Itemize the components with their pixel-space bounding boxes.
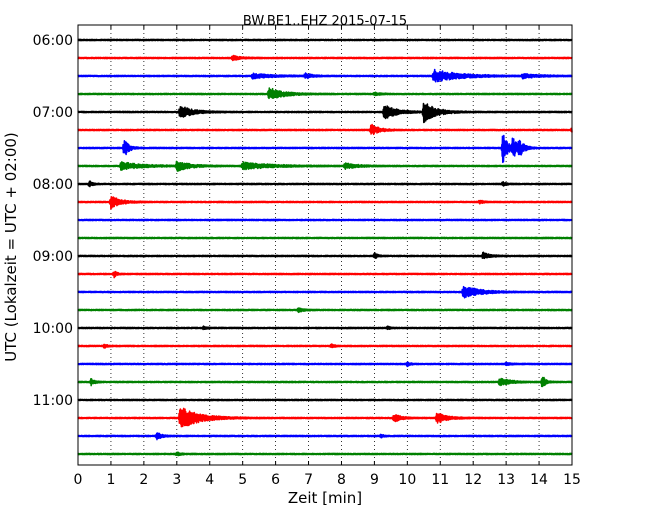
plot-frame	[77, 24, 573, 466]
y-tick-group: 06:00 07:00 08:00 09:00 10:00 11:00	[33, 33, 82, 409]
x-tick-label: 9	[370, 472, 379, 488]
trace-1000	[77, 325, 573, 331]
trace-0630	[77, 68, 573, 83]
trace-0845	[77, 236, 573, 240]
trace-0945	[77, 307, 573, 314]
x-tick-group: 0 1 2 3 4 5 6 7 8 9 10 11 12 13 14 15	[74, 25, 581, 488]
trace-1130	[77, 432, 573, 441]
trace-0930	[77, 285, 573, 299]
x-tick-label: 3	[172, 472, 181, 488]
trace-0600	[77, 38, 573, 42]
trace-0715	[77, 123, 573, 136]
trace-0830	[77, 218, 573, 222]
y-tick-label: 09:00	[33, 249, 73, 265]
x-tick-label: 14	[530, 472, 548, 488]
trace-1030	[77, 361, 573, 368]
grid-lines	[110, 25, 540, 465]
x-tick-label: 15	[563, 472, 581, 488]
y-tick-label: 08:00	[33, 177, 73, 193]
trace-0815	[77, 196, 573, 210]
x-tick-label: 6	[271, 472, 280, 488]
trace-group	[77, 38, 573, 457]
trace-0915	[77, 270, 573, 279]
y-tick-label: 07:00	[33, 105, 73, 121]
y-tick-label: 06:00	[33, 33, 73, 49]
trace-1115	[77, 407, 573, 428]
trace-1045	[77, 376, 573, 388]
x-axis-label: Zeit [min]	[288, 489, 362, 507]
x-tick-label: 12	[464, 472, 482, 488]
trace-1100	[77, 398, 573, 402]
trace-0615	[77, 54, 573, 62]
x-tick-label: 1	[106, 472, 115, 488]
x-tick-label: 4	[205, 472, 214, 488]
x-tick-label: 13	[497, 472, 515, 488]
x-tick-label: 2	[139, 472, 148, 488]
trace-0745	[77, 160, 573, 172]
y-axis-label: UTC (Lokalzeit = UTC + 02:00)	[2, 132, 20, 362]
trace-0900	[77, 251, 573, 260]
x-tick-label: 5	[238, 472, 247, 488]
x-tick-label: 8	[337, 472, 346, 488]
x-tick-label: 10	[398, 472, 416, 488]
trace-0730	[77, 134, 573, 164]
trace-1015	[77, 343, 573, 349]
trace-1145	[77, 451, 573, 457]
x-tick-label: 7	[304, 472, 313, 488]
trace-0700	[77, 102, 573, 124]
trace-0645	[77, 87, 573, 100]
trace-0800	[77, 180, 573, 188]
x-tick-label: 11	[431, 472, 449, 488]
chart-title: BW.BE1..EHZ 2015-07-15	[243, 14, 407, 29]
y-tick-label: 11:00	[33, 393, 73, 409]
x-tick-label: 0	[74, 472, 83, 488]
y-tick-label: 10:00	[33, 321, 73, 337]
